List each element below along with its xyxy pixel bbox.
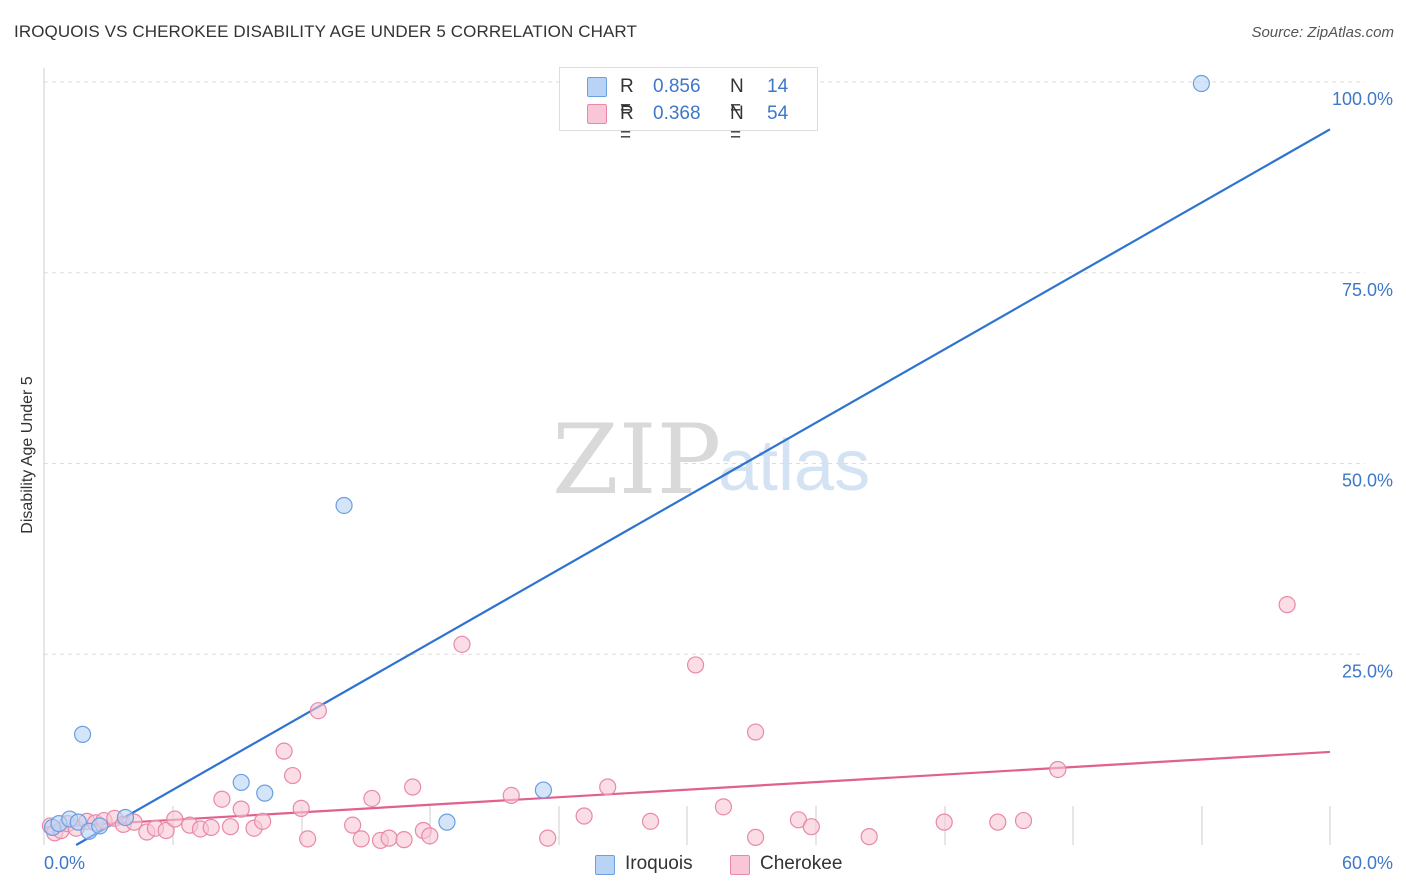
legend-n-label: N = xyxy=(730,103,744,146)
cherokee-point xyxy=(363,789,381,808)
correlation-legend: R = 0.856 N = 14 R = 0.368 N = 54 xyxy=(559,67,818,146)
iroquois-point xyxy=(73,725,92,743)
grid xyxy=(44,81,1365,655)
iroquois-point xyxy=(116,808,135,827)
y-tick-label: 100.0% xyxy=(1332,89,1393,109)
cherokee-point xyxy=(221,818,240,836)
cherokee-point xyxy=(1014,811,1033,830)
series-legend: Iroquois Cherokee xyxy=(0,850,1406,880)
cherokee-point xyxy=(502,786,520,805)
cherokee-point xyxy=(395,831,413,849)
watermark-atlas: atlas xyxy=(718,426,870,506)
cherokee-point xyxy=(1278,596,1296,614)
legend-r-value: 0.368 xyxy=(653,103,701,124)
cherokee-point xyxy=(344,816,362,834)
cherokee-point xyxy=(404,778,422,796)
cherokee-point xyxy=(714,798,733,816)
cherokee-point xyxy=(166,810,184,828)
iroquois-swatch xyxy=(587,77,607,97)
cherokee-point xyxy=(453,635,471,653)
cherokee-point xyxy=(641,812,660,830)
legend-label-iroquois: Iroquois xyxy=(625,853,693,874)
cherokee-swatch xyxy=(730,855,750,875)
cherokee-point xyxy=(421,827,439,845)
iroquois-point xyxy=(1192,74,1211,93)
cherokee-point xyxy=(1049,760,1067,779)
cherokee-point xyxy=(746,723,765,741)
iroquois-point xyxy=(232,773,250,792)
iroquois-point xyxy=(335,496,353,515)
iroquois-point xyxy=(438,813,456,831)
cherokee-point xyxy=(202,818,220,837)
cherokee-point xyxy=(299,830,317,848)
cherokee-point xyxy=(802,818,820,836)
iroquois-point xyxy=(534,781,552,799)
legend-r-label: R = xyxy=(620,76,634,119)
cherokee-point xyxy=(746,828,765,846)
x-tick-label: 0.0% xyxy=(44,853,85,873)
watermark-zip: ZIP xyxy=(552,404,721,516)
cherokee-point xyxy=(352,830,370,848)
legend-r-label: R = xyxy=(620,103,634,146)
legend-n-value: 14 xyxy=(767,76,789,97)
cherokee-point xyxy=(599,778,617,796)
cherokee-point xyxy=(292,799,310,817)
cherokee-point xyxy=(284,766,302,785)
cherokee-point xyxy=(575,807,593,825)
data-points xyxy=(41,74,1296,850)
cherokee-point xyxy=(539,829,557,847)
legend-label-cherokee: Cherokee xyxy=(760,853,843,874)
cherokee-point xyxy=(275,742,293,760)
cherokee-point xyxy=(157,821,175,840)
cherokee-point xyxy=(213,790,231,808)
iroquois-point xyxy=(256,784,274,802)
cherokee-point xyxy=(935,813,953,831)
cherokee-swatch xyxy=(587,104,607,124)
y-tick-label: 50.0% xyxy=(1342,471,1393,491)
cherokee-point xyxy=(309,702,327,720)
cherokee-point xyxy=(989,813,1007,831)
watermark: ZIP atlas xyxy=(552,404,870,516)
cherokee-point xyxy=(232,800,250,818)
cherokee-point xyxy=(860,828,878,846)
cherokee-point xyxy=(254,812,272,830)
source-label: Source: ZipAtlas.com xyxy=(1251,24,1394,41)
legend-n-label: N = xyxy=(730,76,744,119)
legend-n-value: 54 xyxy=(767,103,789,124)
chart-title: IROQUOIS VS CHEROKEE DISABILITY AGE UNDE… xyxy=(14,22,637,41)
legend-r-value: 0.856 xyxy=(653,76,701,97)
iroquois-trendline xyxy=(75,128,1331,846)
cherokee-point xyxy=(380,829,398,847)
x-tick-label: 60.0% xyxy=(1342,853,1393,873)
tick-labels: 25.0% 50.0% 75.0% 100.0% 0.0% 60.0% xyxy=(44,89,1393,873)
cherokee-point xyxy=(686,656,705,674)
y-tick-label: 25.0% xyxy=(1342,661,1393,681)
iroquois-point xyxy=(91,817,109,835)
y-tick-label: 75.0% xyxy=(1342,280,1393,300)
iroquois-swatch xyxy=(595,855,615,875)
